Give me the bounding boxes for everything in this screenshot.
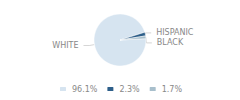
svg-text:1.7%: 1.7% (162, 85, 183, 94)
svg-text:BLACK: BLACK (157, 38, 184, 47)
svg-text:96.1%: 96.1% (72, 85, 98, 94)
svg-text:WHITE: WHITE (52, 41, 78, 50)
svg-text:HISPANIC: HISPANIC (156, 28, 194, 37)
svg-text:2.3%: 2.3% (119, 85, 140, 94)
